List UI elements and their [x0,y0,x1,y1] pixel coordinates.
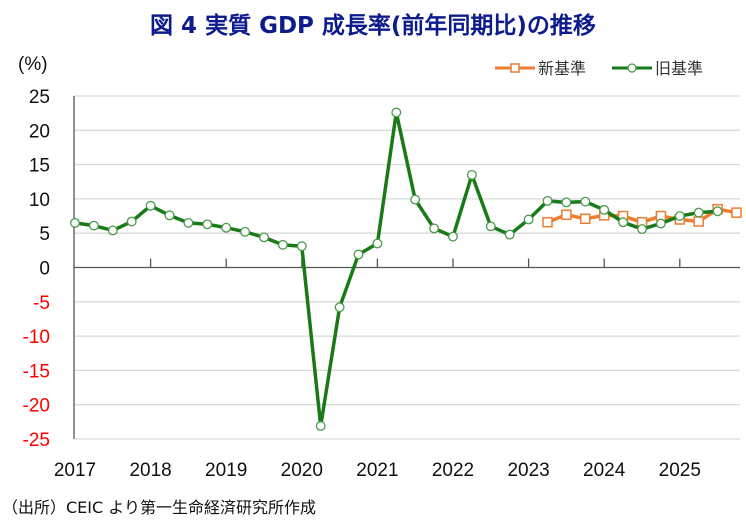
x-tick-label: 2025 [659,460,701,481]
data-point [655,218,666,229]
data-point [542,196,553,206]
x-tick-labels: 2017 2018 2019 2020 2021 2022 2023 2024 2025 [54,460,701,481]
data-point [315,421,326,431]
legend-item: 新基準 [495,59,586,78]
chart-title: 図 4 実質 GDP 成長率(前年同期比)の推移 [150,12,596,39]
data-point [429,223,440,234]
y-tick-label: -25 [23,430,50,451]
data-point [296,241,307,252]
data-point [542,216,553,228]
x-tick-label: 2020 [281,460,323,481]
x-tick-label: 2021 [356,460,398,481]
data-point [202,219,213,230]
data-point [448,231,458,242]
data-point [183,217,194,228]
legend-label: 旧基準 [655,59,703,78]
y-tick-label: 0 [39,259,50,280]
legend-label: 新基準 [538,59,586,78]
data-point [277,239,288,250]
data-point [485,221,496,232]
data-point [637,224,647,235]
x-tick-label: 2024 [583,460,626,481]
data-point [240,226,251,237]
data-point [221,222,232,233]
data-point [391,107,402,118]
data-point [145,200,156,211]
y-tick-label: 20 [29,121,50,142]
data-point [693,207,704,218]
axes [73,96,740,439]
data-point [334,302,345,313]
data-point [561,197,572,208]
legend: 新基準 旧基準 [495,59,703,78]
data-point [599,204,610,215]
gridlines [74,95,740,440]
data-point [126,216,137,227]
y-tick-label: -20 [23,396,50,417]
legend-marker [510,63,520,73]
y-axis-label: (%) [18,54,48,75]
source-note: （出所）CEIC より第一生命経済研究所作成 [2,498,316,517]
y-tick-label: -15 [23,361,50,382]
series-group [70,107,742,431]
data-point [372,238,383,249]
x-tick-label: 2018 [129,460,171,481]
series-old-basis [70,107,723,431]
y-tick-label: 10 [29,190,50,211]
data-point [523,214,534,225]
legend-marker [627,63,637,73]
y-tick-label: 15 [29,156,50,177]
x-tick-label: 2017 [54,460,96,481]
data-point [693,216,704,227]
data-point [561,209,572,220]
series-line [74,110,718,428]
data-point [164,210,175,221]
x-tick-label: 2023 [507,460,549,481]
data-point [353,249,364,260]
data-point [618,217,629,228]
legend-item: 旧基準 [612,59,703,78]
y-tick-labels: 25 20 15 10 5 0 -5 -10 -15 -20 -25 [23,87,50,451]
data-point [674,211,685,222]
data-point [88,220,99,231]
data-point [580,196,591,207]
data-point [259,232,269,243]
y-tick-label: -5 [33,293,50,314]
series-new-basis [542,203,742,228]
data-point [70,217,80,228]
x-tick-label: 2022 [432,460,474,481]
data-point [466,169,477,180]
data-point [580,213,591,225]
data-point [731,207,742,218]
x-tick-label: 2019 [205,460,247,481]
y-tick-label: -10 [23,327,50,348]
data-point [410,194,421,205]
data-point [712,206,723,217]
y-tick-label: 5 [39,224,50,245]
y-tick-label: 25 [29,87,50,108]
data-point [107,225,118,236]
data-point [504,229,515,240]
